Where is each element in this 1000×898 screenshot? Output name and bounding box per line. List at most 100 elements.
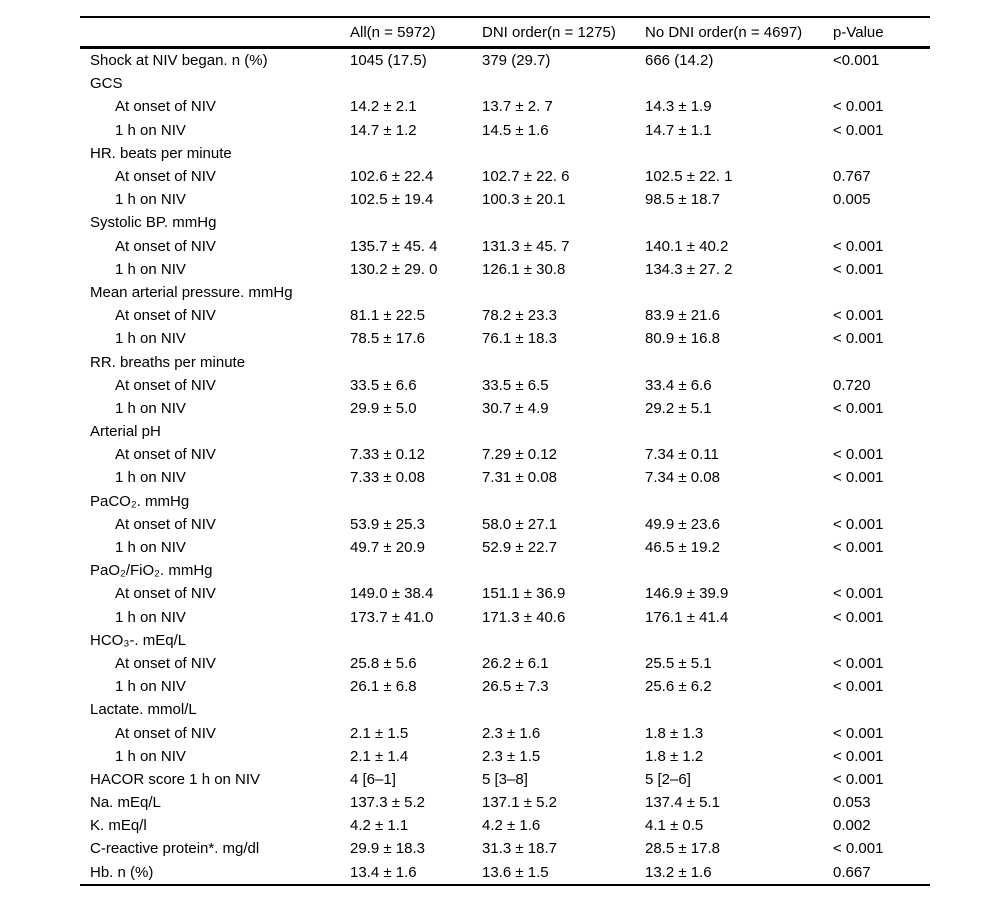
p-value-cell <box>833 698 930 721</box>
value-cell: 2.3 ± 1.6 <box>482 724 541 742</box>
value-cell: 1045 (17.5) <box>350 52 427 70</box>
header-empty-cell <box>80 17 350 48</box>
table-row: At onset of NIV 53.9 ± 25.3 58.0 ± 27.1 49.… <box>80 513 930 536</box>
table-row: At onset of NIV 14.2 ± 2.1 13.7 ± 2. 7 14.3… <box>80 95 930 118</box>
value-cell <box>350 211 482 234</box>
value-cell: 31.3 ± 18.7 <box>482 840 557 858</box>
row-label: Shock at NIV began. n (%) <box>90 52 268 70</box>
row-label: 1 h on NIV <box>115 399 186 417</box>
value-cell: 2.1 ± 1.5 <box>350 724 409 742</box>
value-cell <box>645 490 833 513</box>
value-cell <box>350 350 482 373</box>
value-cell: 135.7 ± 45. 4 <box>350 237 438 255</box>
value-cell: 7.34 ± 0.08 <box>645 469 720 487</box>
value-cell: 26.1 ± 6.8 <box>350 678 417 696</box>
value-cell: 29.9 ± 5.0 <box>350 399 417 417</box>
value-cell: 102.5 ± 22. 1 <box>645 168 733 186</box>
value-cell <box>645 211 833 234</box>
value-cell: 29.2 ± 5.1 <box>645 399 712 417</box>
value-cell <box>482 211 645 234</box>
value-cell: 1.8 ± 1.2 <box>645 747 704 765</box>
value-cell <box>482 72 645 95</box>
table-row: At onset of NIV 25.8 ± 5.6 26.2 ± 6.1 25.5 … <box>80 652 930 675</box>
row-label: At onset of NIV <box>115 307 216 325</box>
value-cell: 25.8 ± 5.6 <box>350 654 417 672</box>
value-cell: 102.5 ± 19.4 <box>350 191 434 209</box>
value-cell: 379 (29.7) <box>482 52 551 70</box>
value-cell: 33.4 ± 6.6 <box>645 376 712 394</box>
table-row: At onset of NIV 81.1 ± 22.5 78.2 ± 23.3 83.… <box>80 304 930 327</box>
row-label: 1 h on NIV <box>115 330 186 348</box>
value-cell: 81.1 ± 22.5 <box>350 307 425 325</box>
row-label: Hb. n (%) <box>90 863 154 881</box>
row-label: 1 h on NIV <box>115 608 186 626</box>
value-cell <box>350 490 482 513</box>
row-label: 1 h on NIV <box>115 469 186 487</box>
p-value-cell: < 0.001 <box>833 608 884 626</box>
table-row: Shock at NIV began. n (%) 1045 (17.5) 379 … <box>80 48 930 73</box>
table-row: Mean arterial pressure. mmHg <box>80 281 930 304</box>
value-cell <box>482 350 645 373</box>
p-value-cell <box>833 72 930 95</box>
value-cell: 26.2 ± 6.1 <box>482 654 549 672</box>
table-row: At onset of NIV 149.0 ± 38.4 151.1 ± 36.9 1… <box>80 582 930 605</box>
value-cell <box>645 72 833 95</box>
p-value-cell: < 0.001 <box>833 770 884 788</box>
p-value-cell: < 0.001 <box>833 585 884 603</box>
value-cell <box>350 559 482 582</box>
row-label: 1 h on NIV <box>115 260 186 278</box>
value-cell <box>350 72 482 95</box>
row-label: Lactate. mmol/L <box>90 701 197 719</box>
p-value-cell <box>833 420 930 443</box>
row-label: At onset of NIV <box>115 376 216 394</box>
value-cell: 83.9 ± 21.6 <box>645 307 720 325</box>
value-cell <box>482 490 645 513</box>
table-row: Na. mEq/L 137.3 ± 5.2 137.1 ± 5.2 137.4 ± 5… <box>80 791 930 814</box>
table-row: At onset of NIV 135.7 ± 45. 4 131.3 ± 45. … <box>80 235 930 258</box>
value-cell: 30.7 ± 4.9 <box>482 399 549 417</box>
row-label: 1 h on NIV <box>115 678 186 696</box>
value-cell: 5 [2–6] <box>645 770 691 788</box>
value-cell: 171.3 ± 40.6 <box>482 608 566 626</box>
table-row: Systolic BP. mmHg <box>80 211 930 234</box>
table-row: 1 h on NIV 173.7 ± 41.0 171.3 ± 40.6 176.1 … <box>80 606 930 629</box>
p-value-cell: < 0.001 <box>833 446 884 464</box>
value-cell <box>645 142 833 165</box>
value-cell <box>482 698 645 721</box>
table-row: 1 h on NIV 14.7 ± 1.2 14.5 ± 1.6 14.7 ± 1.1… <box>80 119 930 142</box>
value-cell: 33.5 ± 6.5 <box>482 376 549 394</box>
header-col-p-value: p-Value <box>833 23 884 41</box>
value-cell: 149.0 ± 38.4 <box>350 585 434 603</box>
p-value-cell: 0.667 <box>833 863 871 881</box>
row-label: Arterial pH <box>90 423 161 441</box>
table-row: 1 h on NIV 2.1 ± 1.4 2.3 ± 1.5 1.8 ± 1.2 < 0… <box>80 745 930 768</box>
value-cell: 14.2 ± 2.1 <box>350 98 417 116</box>
value-cell: 151.1 ± 36.9 <box>482 585 566 603</box>
value-cell: 52.9 ± 22.7 <box>482 539 557 557</box>
p-value-cell <box>833 350 930 373</box>
value-cell: 137.3 ± 5.2 <box>350 794 425 812</box>
value-cell <box>482 142 645 165</box>
table-row: HACOR score 1 h on NIV 4 [6–1] 5 [3–8] 5 [2… <box>80 768 930 791</box>
value-cell: 2.1 ± 1.4 <box>350 747 409 765</box>
value-cell: 666 (14.2) <box>645 52 714 70</box>
table-row: At onset of NIV 102.6 ± 22.4 102.7 ± 22. 6… <box>80 165 930 188</box>
row-label: Systolic BP. mmHg <box>90 214 217 232</box>
value-cell: 14.3 ± 1.9 <box>645 98 712 116</box>
value-cell: 13.7 ± 2. 7 <box>482 98 553 116</box>
value-cell: 13.2 ± 1.6 <box>645 863 712 881</box>
value-cell <box>482 559 645 582</box>
value-cell <box>645 350 833 373</box>
value-cell: 98.5 ± 18.7 <box>645 191 720 209</box>
table-row: 1 h on NIV 49.7 ± 20.9 52.9 ± 22.7 46.5 ± 1… <box>80 536 930 559</box>
table-row: 1 h on NIV 130.2 ± 29. 0 126.1 ± 30.8 134.3… <box>80 258 930 281</box>
table-row: RR. breaths per minute <box>80 350 930 373</box>
table-header: All(n = 5972) DNI order(n = 1275) No DNI… <box>80 17 930 48</box>
value-cell: 4.1 ± 0.5 <box>645 817 704 835</box>
row-label: At onset of NIV <box>115 237 216 255</box>
p-value-cell: < 0.001 <box>833 307 884 325</box>
p-value-cell: < 0.001 <box>833 121 884 139</box>
value-cell: 28.5 ± 17.8 <box>645 840 720 858</box>
header-col-all: All(n = 5972) <box>350 23 436 41</box>
